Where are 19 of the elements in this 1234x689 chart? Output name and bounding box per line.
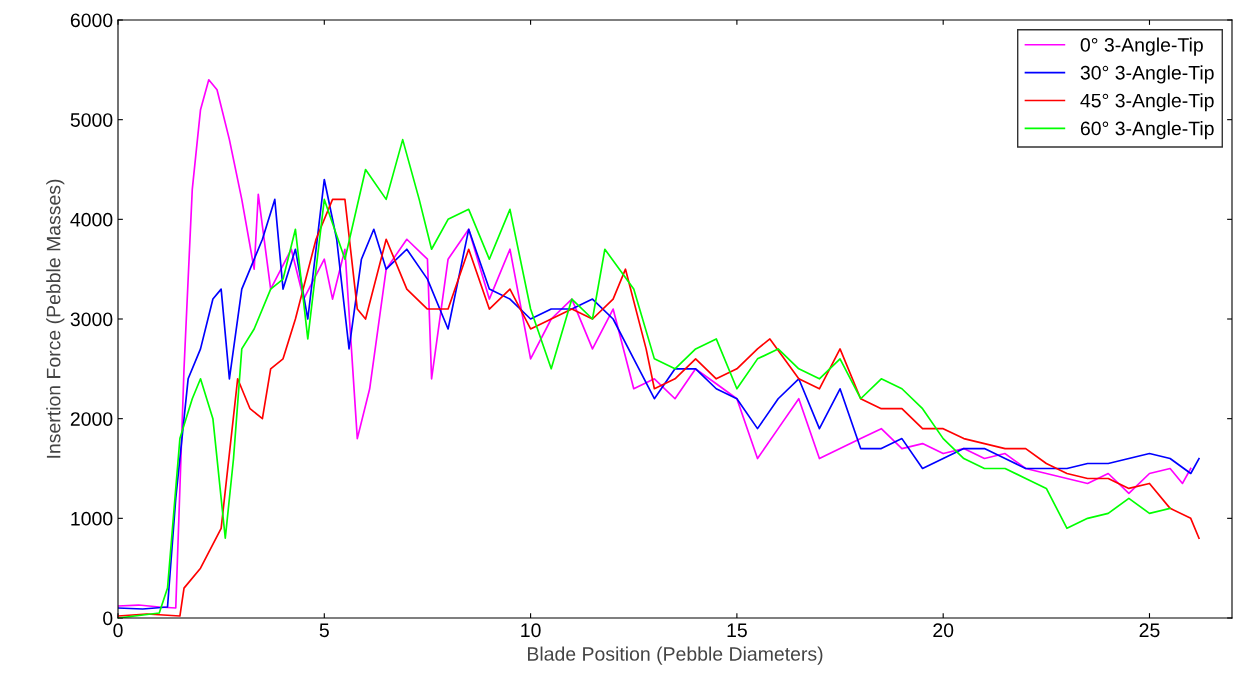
x-tick-label: 10 xyxy=(521,623,541,638)
y-tick-label: 2000 xyxy=(70,412,113,426)
y-tick-label: 5000 xyxy=(70,113,113,127)
y-tick-label: 3000 xyxy=(70,312,113,327)
x-tick-label: 5 xyxy=(319,623,329,638)
legend-label: 0° 3-Angle-Tip xyxy=(1080,37,1203,56)
x-tick-label: 25 xyxy=(1139,623,1160,638)
legend-label: 45° 3-Angle-Tip xyxy=(1080,93,1214,112)
y-tick-label: 6000 xyxy=(70,13,113,28)
y-tick-label: 1000 xyxy=(71,511,113,526)
legend-label: 30° 3-Angle-Tip xyxy=(1080,65,1214,84)
x-axis-title: Blade Position (Pebble Diameters) xyxy=(528,646,823,665)
y-tick-label: 0 xyxy=(103,611,113,626)
x-tick-label: 15 xyxy=(727,623,747,638)
y-tick-label: 4000 xyxy=(70,212,113,227)
x-tick-label: 0 xyxy=(113,623,123,638)
y-axis-title: Insertion Force (Pebble Masses) xyxy=(46,179,65,458)
legend-label: 60° 3-Angle-Tip xyxy=(1080,121,1214,140)
x-tick-label: 20 xyxy=(933,623,954,638)
